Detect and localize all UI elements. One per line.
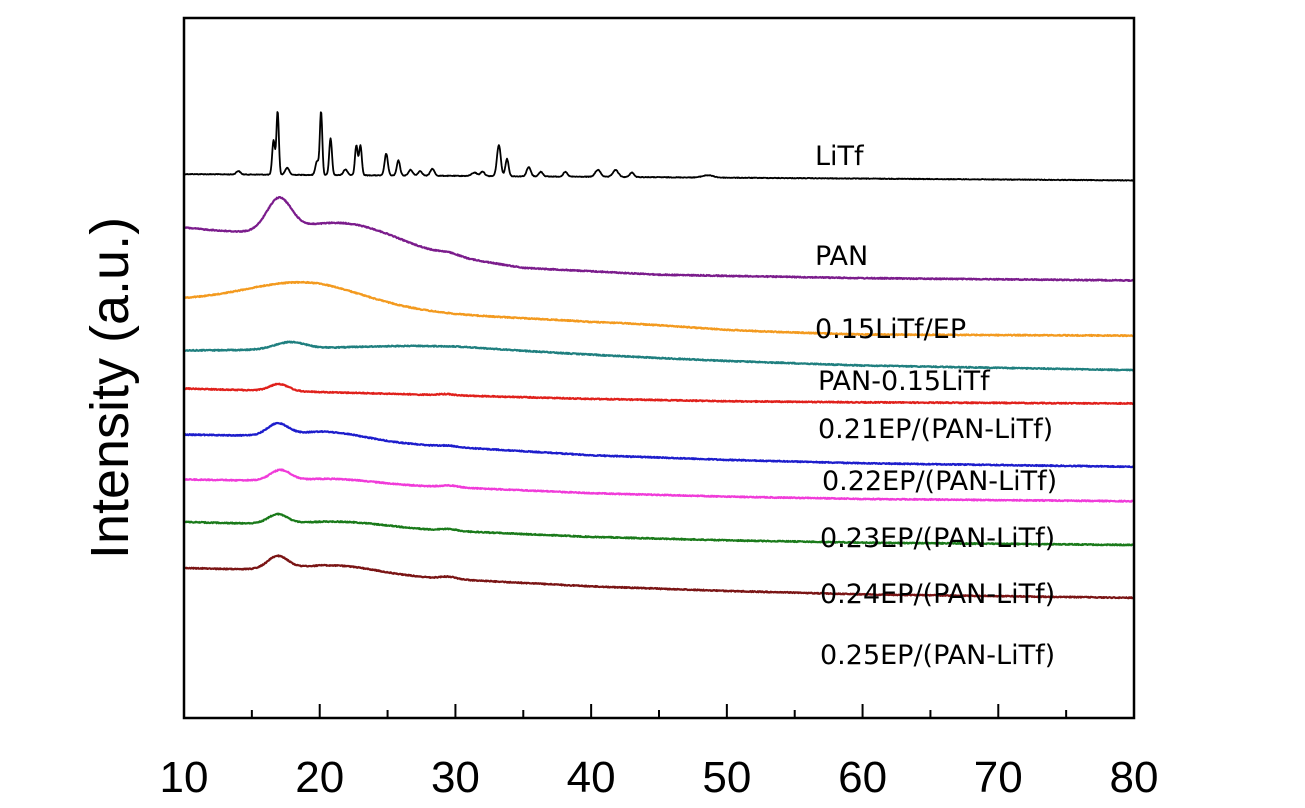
x-tick-label-70: 70 [974,753,1023,802]
series-line-0.24EP/(PAN-LiTf) [183,512,1135,547]
series-label-0.15LiTf/EP: 0.15LiTf/EP [815,314,966,345]
y-axis-label: Intensity (a.u.) [80,217,140,559]
x-tick-label-10: 10 [160,753,209,802]
series-line-0.21EP/(PAN-LiTf) [183,382,1135,405]
series-curves [183,111,1135,600]
series-line-0.23EP/(PAN-LiTf) [183,468,1135,503]
series-label-0.23EP/(PAN-LiTf): 0.23EP/(PAN-LiTf) [820,523,1055,554]
x-tick-label-80: 80 [1110,753,1159,802]
series-line-0.25EP/(PAN-LiTf) [183,554,1135,600]
x-tick-label-50: 50 [702,753,751,802]
x-tick-label-40: 40 [567,753,616,802]
series-label-LiTf: LiTf [815,141,865,172]
x-axis-ticks [183,704,1135,718]
x-tick-label-60: 60 [838,753,887,802]
series-label-0.24EP/(PAN-LiTf): 0.24EP/(PAN-LiTf) [820,579,1055,610]
x-tick-label-20: 20 [295,753,344,802]
series-label-PAN-0.15LiTf: PAN-0.15LiTf [818,366,991,397]
series-line-0.15LiTf/EP [183,280,1135,338]
series-label-PAN: PAN [815,241,868,272]
x-axis-tick-labels: 10 20 30 40 50 60 70 80 [160,753,1159,802]
series-line-LiTf [183,111,1135,182]
series-line-PAN-0.15LiTf [183,340,1135,372]
series-labels: LiTf PAN 0.15LiTf/EP PAN-0.15LiTf 0.21EP/(PA… [815,141,1057,671]
x-tick-label-30: 30 [431,753,480,802]
series-label-0.25EP/(PAN-LiTf): 0.25EP/(PAN-LiTf) [820,640,1055,671]
series-line-0.22EP/(PAN-LiTf) [183,421,1135,469]
series-label-0.21EP/(PAN-LiTf): 0.21EP/(PAN-LiTf) [818,414,1053,445]
series-line-PAN [183,195,1135,283]
series-label-0.22EP/(PAN-LiTf): 0.22EP/(PAN-LiTf) [822,466,1057,497]
